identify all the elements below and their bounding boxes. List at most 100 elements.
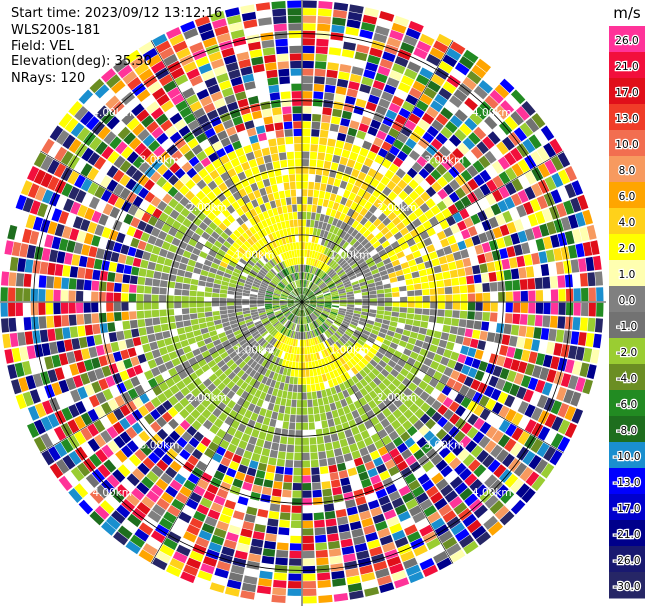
radar-gate-2102 [362,454,372,464]
radar-gate-512 [444,101,458,114]
radar-gate-13 [302,196,308,204]
radar-gate-4650 [285,220,290,229]
radar-gate-951 [520,216,532,229]
radar-gate-4639 [224,7,240,18]
radar-gate-949 [506,221,517,234]
radar-gate-4716 [259,24,273,34]
radar-gate-658 [403,206,413,217]
radar-gate-1064 [479,263,488,274]
radar-gate-2021 [374,439,385,450]
radar-gate-4148 [132,156,145,169]
radar-gate-2515 [260,563,274,572]
radar-gate-1896 [373,396,383,406]
radar-gate-2268 [335,508,347,518]
radar-gate-2474 [275,557,288,566]
radar-gate-2036 [426,537,441,551]
radar-gate-2575 [271,411,279,420]
radar-gate-8 [302,234,306,242]
radar-gate-3604 [264,300,272,302]
radar-gate-1812 [362,366,371,375]
radar-gate-3558 [8,317,17,332]
radar-gate-1195 [565,288,574,302]
radar-gate-3803 [273,292,281,297]
radar-gate-558 [483,74,498,89]
radar-gate-2247 [310,353,315,362]
radar-gate-4404 [283,268,289,276]
radar-gate-2705 [222,474,234,485]
radar-gate-3820 [149,253,159,263]
radar-gate-2619 [255,438,265,448]
radar-gate-2439 [287,596,302,604]
radar-gate-1975 [358,397,368,406]
radar-gate-3100 [174,391,185,402]
radar-gate-2179 [339,438,349,448]
radar-gate-61 [310,136,319,145]
radar-gate-2200 [302,302,304,309]
radar-gate-1724 [324,321,331,327]
radar-gate-174 [324,191,331,200]
radar-gate-4202 [286,285,292,292]
radar-gate-4265 [171,150,183,162]
radar-gate-2763 [287,321,292,329]
radar-gate-3318 [27,405,40,421]
radar-gate-4416 [238,188,247,198]
radar-gate-3493 [197,312,205,319]
radar-gate-4324 [280,270,286,278]
radar-gate-3205 [262,319,270,325]
radar-gate-3165 [263,321,271,327]
radar-gate-707 [460,169,473,182]
radar-gate-15 [302,181,308,189]
radar-gate-3691 [212,288,220,294]
radar-gate-2130 [325,372,332,381]
radar-gate-2119 [408,571,424,584]
radar-gate-3928 [240,271,249,278]
radar-gate-2432 [289,543,302,551]
radar-gate-1158 [587,272,596,287]
radar-gate-3193 [80,427,93,441]
radar-gate-2940 [196,414,207,425]
radar-gate-4294 [231,211,240,220]
radar-gate-3507 [92,323,101,335]
radar-gate-2572 [277,389,283,398]
radar-gate-130 [314,220,319,229]
radar-gate-1156 [572,273,581,287]
radar-gate-2496 [282,421,289,430]
radar-gate-2495 [283,413,290,422]
radar-gate-3488 [234,308,243,313]
radar-gate-1731 [363,354,372,363]
radar-gate-2628 [235,503,247,513]
radar-gate-3095 [204,368,214,378]
radar-gate-4044 [270,280,278,286]
radar-gate-975 [409,265,419,273]
radar-gate-1253 [399,307,407,313]
radar-gate-3953 [68,186,80,200]
radar-gate-3015 [212,378,222,387]
radar-gate-960 [302,299,309,302]
radar-gate-4326 [271,258,278,266]
radar-gate-794 [517,159,530,173]
radar-gate-4571 [274,215,281,223]
radar-gate-1509 [502,381,513,394]
radar-gate-2832 [167,505,181,517]
radar-gate-2659 [248,436,258,445]
radar-gate-3574 [189,302,197,308]
radar-gate-290 [329,225,336,233]
radar-gate-2921 [292,307,298,314]
radar-gate-2365 [302,339,305,347]
radar-gate-1446 [344,316,352,321]
radar-gate-3109 [119,431,132,444]
radar-gate-2536 [275,420,283,429]
radar-gate-3079 [68,488,83,503]
radar-gate-657 [397,211,407,221]
radar-gate-3767 [243,286,251,291]
radar-gate-2067 [385,483,398,495]
radar-gate-2661 [243,450,253,460]
radar-gate-2589 [244,513,256,523]
radar-gate-4207 [259,257,267,265]
radar-gate-1551 [510,397,522,411]
radar-gate-4266 [166,144,178,156]
radar-gate-628 [452,148,464,161]
radar-gate-2670 [219,513,232,524]
radar-gate-895 [405,253,415,262]
radar-gate-750 [485,165,498,178]
